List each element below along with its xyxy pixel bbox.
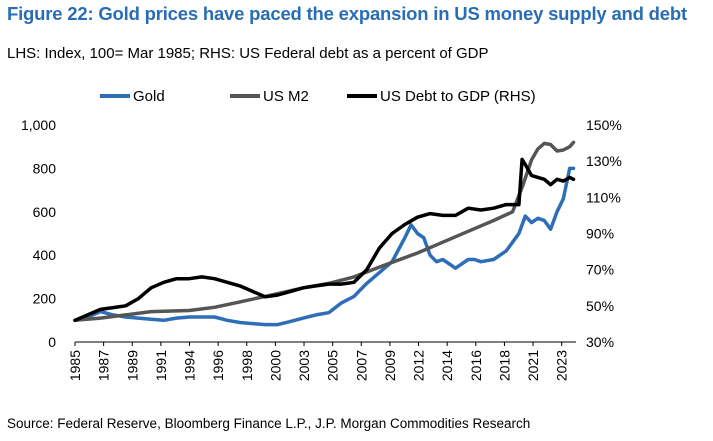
x-tick-label: 2012 [411,350,427,381]
x-tick-label: 2018 [496,350,512,381]
series-group [73,140,576,327]
legend-label: US Debt to GDP (RHS) [380,88,536,105]
x-tick-label: 2007 [353,350,369,381]
y-right-tick-label: 70% [586,262,614,278]
x-tick-label: 1987 [96,350,112,381]
y-left-tick-label: 1,000 [21,117,56,133]
y-left-tick-label: 800 [33,160,57,176]
x-tick-label: 1994 [182,350,198,381]
legend: Gold US M2 US Debt to GDP (RHS) [100,88,536,105]
y-right-tick-label: 130% [586,153,622,169]
axes: 0 200 400 600 800 1,000 30% 50% 70% 90% 110% 130% 15… [21,117,622,381]
x-tick-label: 1991 [153,350,169,381]
y-right-tick-label: 50% [586,298,614,314]
x-tick-label: 2014 [439,350,455,381]
y-left-tick-label: 600 [33,204,57,220]
x-tick-label: 2023 [554,350,570,381]
series-line-us-debt-to-gdp-rhs [73,157,576,323]
x-tick-label: 1996 [210,350,226,381]
x-tick-label: 1989 [124,350,140,381]
x-tick-label: 2009 [382,350,398,381]
legend-label: Gold [133,88,165,105]
x-tick-label: 2000 [267,350,283,381]
y-left-tick-label: 400 [33,247,57,263]
y-right-tick-label: 30% [586,334,614,350]
x-tick-label: 1998 [239,350,255,381]
y-right-tick-label: 90% [586,226,614,242]
y-right-tick-label: 150% [586,117,622,133]
x-tick-label: 1985 [67,350,83,381]
y-left-tick-label: 0 [48,334,56,350]
series-line-gold [73,166,576,327]
x-tick-label: 2003 [296,350,312,381]
chart-subtitle: LHS: Index, 100= Mar 1985; RHS: US Feder… [7,45,489,62]
chart-source: Source: Federal Reserve, Bloomberg Finan… [7,416,531,431]
y-left-tick-label: 200 [33,291,57,307]
y-right-tick-label: 110% [586,189,621,205]
series-line-us-m2 [73,140,576,323]
x-tick-label: 2016 [468,350,484,381]
chart-title: Figure 22: Gold prices have paced the ex… [7,3,687,24]
legend-label: US M2 [263,88,309,105]
x-tick-label: 2021 [525,350,541,381]
x-tick-label: 2005 [325,350,341,381]
